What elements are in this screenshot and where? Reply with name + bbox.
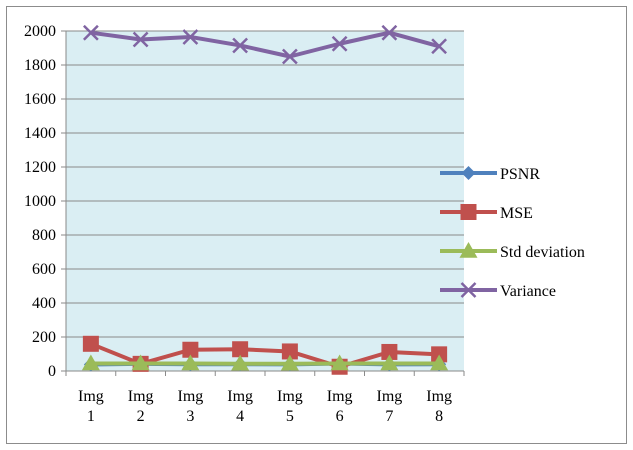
y-tick-label: 400 [32,295,56,312]
series-line-variance [90,30,440,59]
x-tick-label: Img [227,388,253,405]
legend-label-psnr: PSNR [500,166,540,183]
y-tick-label: 600 [32,261,56,278]
legend-marker-variance [460,282,477,298]
point-std-deviation [231,354,250,371]
x-tick-label: Img [376,388,402,405]
point-mse [182,341,199,358]
x-tick-label: 6 [336,408,344,425]
legend-label-mse: MSE [500,205,533,222]
point-std-deviation [380,354,399,371]
x-tick-label: Img [78,388,104,405]
point-mse [281,343,298,360]
point-mse [82,335,99,352]
point-std-deviation [430,354,449,371]
legend-marker-mse [460,204,477,220]
series-line-mse [90,341,440,369]
legend-marker-psnr [461,166,476,180]
point-std-deviation [131,354,150,371]
point-mse [232,341,249,358]
x-tick-label: 2 [137,408,145,425]
y-tick-label: 1200 [24,159,56,176]
y-tick-label: 2000 [24,23,56,40]
point-variance [431,38,448,55]
y-tick-label: 1800 [24,57,56,74]
x-tick-label: Img [426,388,452,405]
point-variance [132,31,149,48]
x-tick-label: 7 [385,408,393,425]
x-tick-label: Img [327,388,353,405]
y-tick-label: 1600 [24,91,56,108]
x-tick-label: Img [177,388,203,405]
point-mse [381,343,398,360]
x-tick-label: 5 [286,408,294,425]
point-variance [182,29,199,45]
x-tick-label: 4 [236,408,244,425]
y-tick-label: 800 [32,227,56,244]
point-std-deviation [280,354,299,371]
point-std-deviation [330,354,349,371]
x-tick-label: 1 [87,408,95,425]
x-tick-label: Img [128,388,154,405]
x-tick-label: Img [277,388,303,405]
y-tick-label: 200 [32,329,56,346]
x-tick-label: 8 [435,408,443,425]
y-tick-label: 0 [48,363,56,380]
y-tick-label: 1400 [24,125,56,142]
x-tick-label: 3 [186,408,194,425]
point-mse [431,346,448,363]
legend-label-variance: Variance [500,283,556,300]
point-variance [232,37,249,54]
legend-marker-std-deviation [459,242,478,258]
point-variance [331,35,348,52]
point-variance [281,48,298,65]
point-variance [381,24,398,41]
point-std-deviation [181,354,200,371]
y-tick-label: 1000 [24,193,56,210]
point-variance [82,24,99,41]
legend-label-std-deviation: Std deviation [500,244,585,261]
point-std-deviation [81,354,100,371]
